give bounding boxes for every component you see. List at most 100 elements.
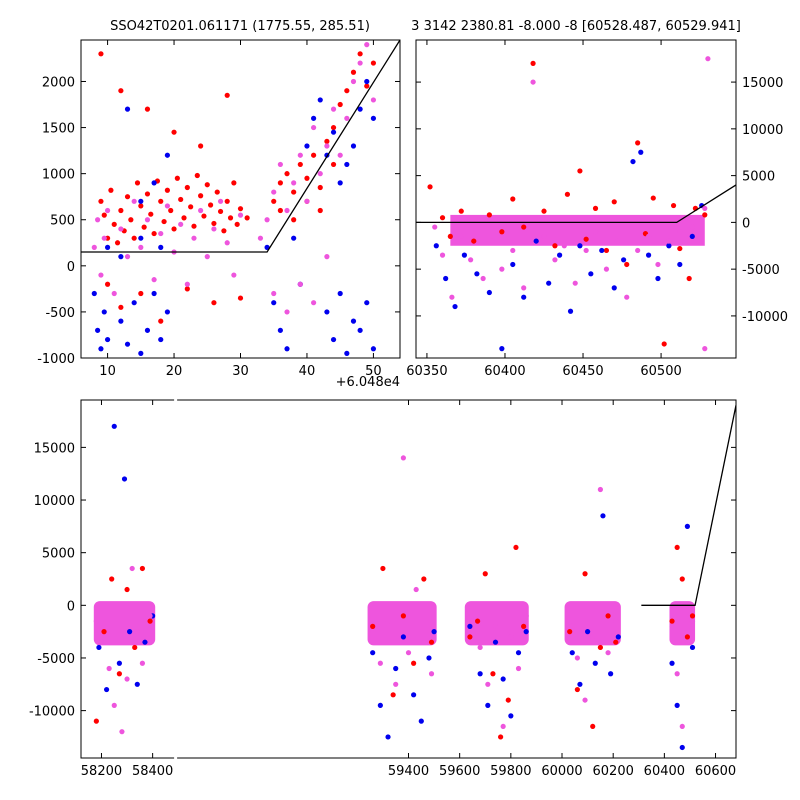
- data-point-s0-6: [139, 565, 146, 572]
- data-point-s1-12: [164, 309, 170, 315]
- season-band-2: [464, 601, 529, 646]
- data-point-s2-23: [231, 272, 237, 278]
- data-point-s0-37: [221, 228, 227, 234]
- data-point-s0-59: [284, 171, 290, 177]
- data-point-s0-31: [674, 544, 680, 551]
- data-point-s0-0: [98, 198, 104, 204]
- data-point-s2-28: [574, 655, 580, 661]
- data-point-s1-20: [164, 152, 170, 158]
- data-point-s2-30: [590, 634, 596, 640]
- data-point-s0-17: [611, 199, 617, 205]
- data-point-s2-16: [592, 229, 599, 235]
- data-point-s0-14: [428, 639, 435, 645]
- data-point-s0-14: [583, 236, 589, 242]
- data-point-s1-45: [370, 346, 377, 352]
- data-point-s2-18: [614, 238, 620, 244]
- data-point-s0-27: [188, 204, 194, 210]
- data-point-s0-8: [370, 623, 376, 629]
- data-point-s2-20: [635, 247, 641, 254]
- data-point-s2-35: [324, 143, 330, 149]
- data-point-s0-18: [624, 261, 630, 268]
- data-point-s0-61: [297, 161, 303, 168]
- data-point-s0-16: [603, 247, 610, 254]
- data-point-s2-32: [605, 650, 611, 656]
- data-point-s1-18: [467, 623, 473, 629]
- data-point-s0-28: [191, 223, 197, 229]
- data-point-s1-0: [96, 644, 102, 651]
- data-point-s2-37: [337, 152, 343, 158]
- x-tick-label: 59800: [490, 764, 531, 779]
- y-tick-label: 15000: [742, 76, 783, 91]
- data-point-s0-3: [458, 208, 464, 214]
- data-point-s2-16: [184, 281, 190, 287]
- data-point-s2-9: [521, 285, 527, 291]
- data-point-s2-17: [191, 235, 197, 241]
- x-tick-label: 59400: [388, 764, 429, 779]
- data-point-s0-31: [201, 213, 207, 219]
- data-point-s2-18: [198, 207, 204, 214]
- x-tick-label: 58400: [132, 764, 173, 779]
- data-point-s2-21: [217, 198, 224, 204]
- y-tick-label: -5000: [742, 263, 780, 278]
- data-point-s0-4: [111, 221, 117, 227]
- data-point-s1-23: [277, 327, 283, 333]
- data-point-s2-4: [104, 207, 111, 214]
- data-point-s2-43: [271, 290, 277, 297]
- data-point-s0-44: [104, 281, 111, 287]
- data-point-s2-36: [679, 723, 685, 730]
- axes-frame: [415, 39, 737, 359]
- data-point-s1-9: [533, 238, 539, 244]
- data-point-s0-0: [93, 718, 99, 724]
- data-point-s0-18: [490, 671, 496, 677]
- data-point-s2-24: [677, 229, 683, 235]
- data-point-s0-49: [211, 300, 217, 306]
- x-tick-label: 60400: [644, 764, 685, 779]
- data-point-s1-11: [158, 336, 164, 343]
- data-point-s1-19: [477, 671, 483, 677]
- data-point-s1-23: [677, 261, 683, 268]
- data-point-s2-26: [523, 613, 529, 619]
- y-tick-label: 5000: [742, 170, 775, 185]
- data-point-s1-9: [370, 650, 376, 656]
- data-point-s2-35: [674, 671, 680, 677]
- data-point-s1-22: [271, 300, 277, 306]
- data-point-s1-4: [104, 336, 111, 343]
- data-point-s0-15: [467, 634, 473, 640]
- data-point-s2-21: [645, 233, 652, 240]
- data-point-s1-0: [433, 243, 439, 249]
- x-offset-label: +6.048e4: [336, 375, 400, 390]
- data-point-s1-20: [485, 702, 491, 708]
- data-point-s0-40: [231, 180, 237, 186]
- data-point-s0-9: [380, 565, 386, 572]
- season-band-1: [367, 601, 437, 646]
- data-point-s2-29: [582, 697, 588, 703]
- y-tick-label: -500: [45, 306, 75, 321]
- data-point-s1-40: [337, 290, 343, 297]
- x-tick-label: 60450: [562, 364, 603, 379]
- data-point-s0-52: [118, 88, 124, 94]
- data-point-s0-13: [141, 224, 147, 230]
- data-point-s0-19: [498, 734, 504, 740]
- data-point-s0-56: [224, 92, 230, 98]
- data-point-s0-68: [344, 88, 350, 94]
- data-point-s0-24: [574, 686, 580, 693]
- data-point-s0-34: [211, 220, 217, 227]
- data-point-s1-7: [131, 300, 137, 306]
- data-point-s0-45: [118, 304, 124, 310]
- model-line: [416, 184, 736, 224]
- data-point-s2-31: [297, 152, 303, 158]
- data-point-s0-10: [131, 235, 137, 241]
- data-point-s1-29: [592, 660, 598, 666]
- data-point-s0-10: [541, 208, 547, 214]
- data-point-s1-2: [452, 303, 458, 310]
- data-point-s0-27: [702, 212, 708, 218]
- data-point-s1-11: [385, 734, 391, 740]
- data-point-s0-1: [101, 629, 107, 635]
- data-point-s2-8: [139, 660, 146, 666]
- x-tick-label: 60350: [406, 364, 447, 379]
- data-point-s0-4: [471, 238, 477, 244]
- data-point-s1-16: [158, 244, 164, 250]
- data-point-s0-20: [164, 187, 170, 193]
- data-point-s1-18: [138, 198, 144, 204]
- data-point-s1-20: [645, 252, 652, 258]
